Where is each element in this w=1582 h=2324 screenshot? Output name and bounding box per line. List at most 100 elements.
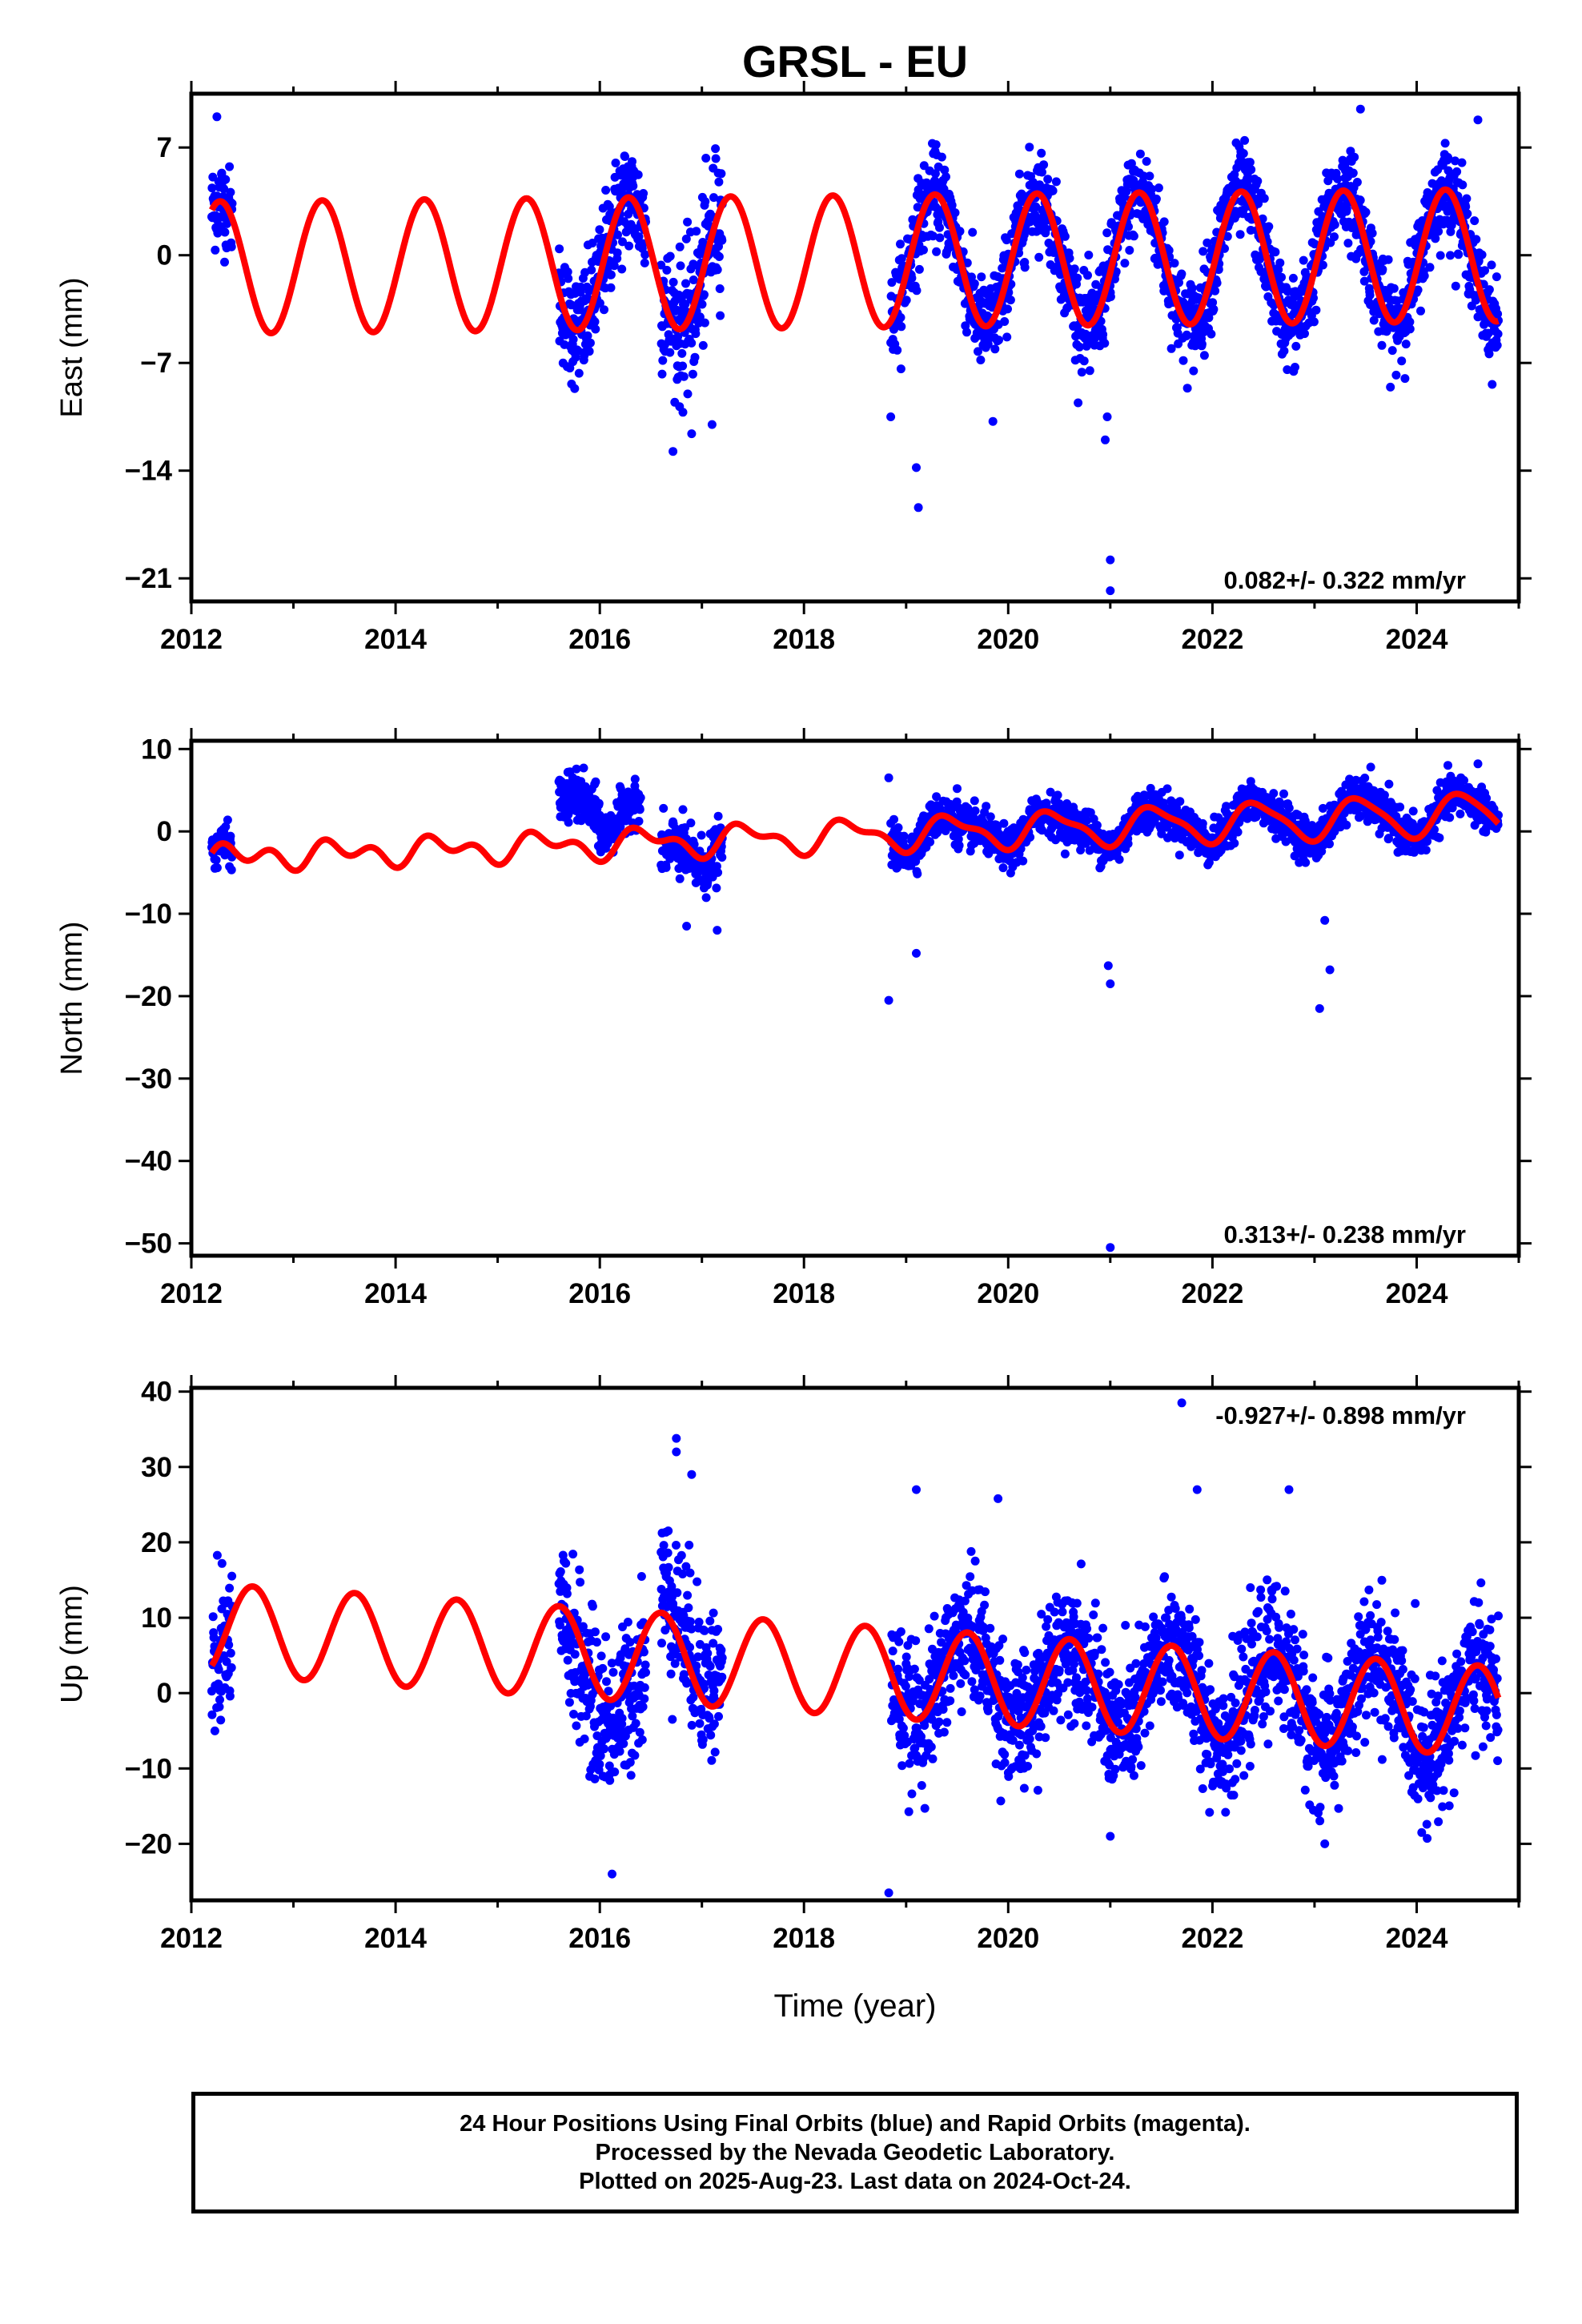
data-point xyxy=(999,818,1009,828)
data-point xyxy=(580,1734,589,1743)
data-point xyxy=(1076,846,1086,854)
y-tick-label: 10 xyxy=(141,734,172,765)
outlier-point xyxy=(1473,759,1483,769)
data-point xyxy=(673,332,683,342)
data-point xyxy=(1472,235,1481,244)
data-point xyxy=(606,270,616,279)
data-point xyxy=(712,883,721,893)
y-tick-label: −30 xyxy=(125,1063,172,1095)
data-point xyxy=(896,364,905,374)
data-point xyxy=(1470,216,1480,226)
data-point xyxy=(1208,298,1218,308)
data-point xyxy=(1279,346,1289,356)
data-point xyxy=(588,239,597,247)
data-point xyxy=(220,227,230,237)
data-point xyxy=(1178,356,1188,365)
data-point xyxy=(1365,291,1375,300)
data-point xyxy=(1135,149,1145,159)
y-tick-label: −14 xyxy=(125,456,173,487)
data-point xyxy=(962,258,972,267)
data-point xyxy=(1222,802,1231,811)
data-point xyxy=(624,241,634,251)
data-point xyxy=(1247,165,1256,175)
data-point xyxy=(1493,309,1503,319)
y-tick-label: 0 xyxy=(157,240,172,271)
data-point xyxy=(1367,228,1377,238)
x-tick-label: 2014 xyxy=(364,1278,427,1309)
data-point xyxy=(213,228,223,238)
data-point xyxy=(1446,227,1456,236)
x-tick-label: 2018 xyxy=(773,624,835,655)
data-point xyxy=(1211,286,1220,296)
data-point xyxy=(598,1663,608,1673)
data-point xyxy=(634,817,644,826)
data-point xyxy=(1342,204,1351,214)
data-point xyxy=(1419,271,1429,280)
data-point xyxy=(572,764,581,774)
data-point xyxy=(1309,293,1318,303)
data-point xyxy=(564,1698,574,1707)
data-point xyxy=(893,823,903,832)
data-point xyxy=(1083,271,1092,280)
data-point xyxy=(1209,304,1219,314)
data-point xyxy=(716,311,725,320)
data-point xyxy=(887,278,897,287)
data-point xyxy=(1174,850,1184,860)
data-point xyxy=(1416,306,1425,316)
data-point xyxy=(1245,158,1255,167)
data-point xyxy=(211,855,221,865)
data-point xyxy=(686,818,696,828)
data-point xyxy=(1408,806,1418,816)
data-point xyxy=(630,774,640,784)
data-points-up xyxy=(207,1398,1503,1898)
data-point xyxy=(717,853,727,862)
data-point xyxy=(227,199,237,208)
data-point xyxy=(1323,176,1333,186)
data-point xyxy=(1378,264,1387,274)
x-tick-label: 2014 xyxy=(364,624,427,655)
data-point xyxy=(600,305,608,315)
data-point xyxy=(215,1695,224,1704)
data-point xyxy=(640,258,649,267)
data-point xyxy=(1493,329,1503,339)
y-tick-label: −40 xyxy=(125,1146,172,1177)
data-point xyxy=(1212,278,1222,287)
data-point xyxy=(1318,260,1327,270)
data-point xyxy=(1480,266,1489,275)
data-point xyxy=(587,265,596,275)
data-point xyxy=(221,822,231,831)
x-tick-label: 2024 xyxy=(1386,1278,1448,1309)
y-axis-label-east: East (mm) xyxy=(55,277,89,417)
data-point xyxy=(576,282,585,292)
data-point xyxy=(1440,139,1450,148)
outlier-point xyxy=(1355,104,1365,114)
data-point xyxy=(1051,177,1061,187)
data-point xyxy=(1147,184,1156,194)
data-point xyxy=(672,829,681,838)
data-point xyxy=(590,317,600,327)
y-tick-label: 0 xyxy=(157,816,172,847)
outlier-point xyxy=(707,420,717,429)
data-point xyxy=(1037,148,1046,158)
data-point xyxy=(695,312,705,322)
data-point xyxy=(691,329,701,339)
data-point xyxy=(1359,276,1369,286)
data-point xyxy=(1125,246,1134,255)
outlier-point xyxy=(1366,762,1375,772)
data-point xyxy=(227,1663,236,1672)
data-point xyxy=(602,1677,611,1687)
data-point xyxy=(1300,329,1309,339)
data-point xyxy=(1253,176,1263,186)
data-point xyxy=(1079,356,1089,366)
data-point xyxy=(1482,794,1492,803)
panel-frame-east xyxy=(189,91,1521,604)
data-point xyxy=(226,831,235,841)
data-point xyxy=(1159,217,1169,227)
data-point xyxy=(1199,247,1208,256)
outlier-point xyxy=(1102,412,1112,421)
data-point xyxy=(584,347,594,356)
data-point xyxy=(896,239,905,249)
outlier-point xyxy=(912,463,921,472)
data-point xyxy=(1114,854,1124,864)
data-point xyxy=(568,335,578,344)
